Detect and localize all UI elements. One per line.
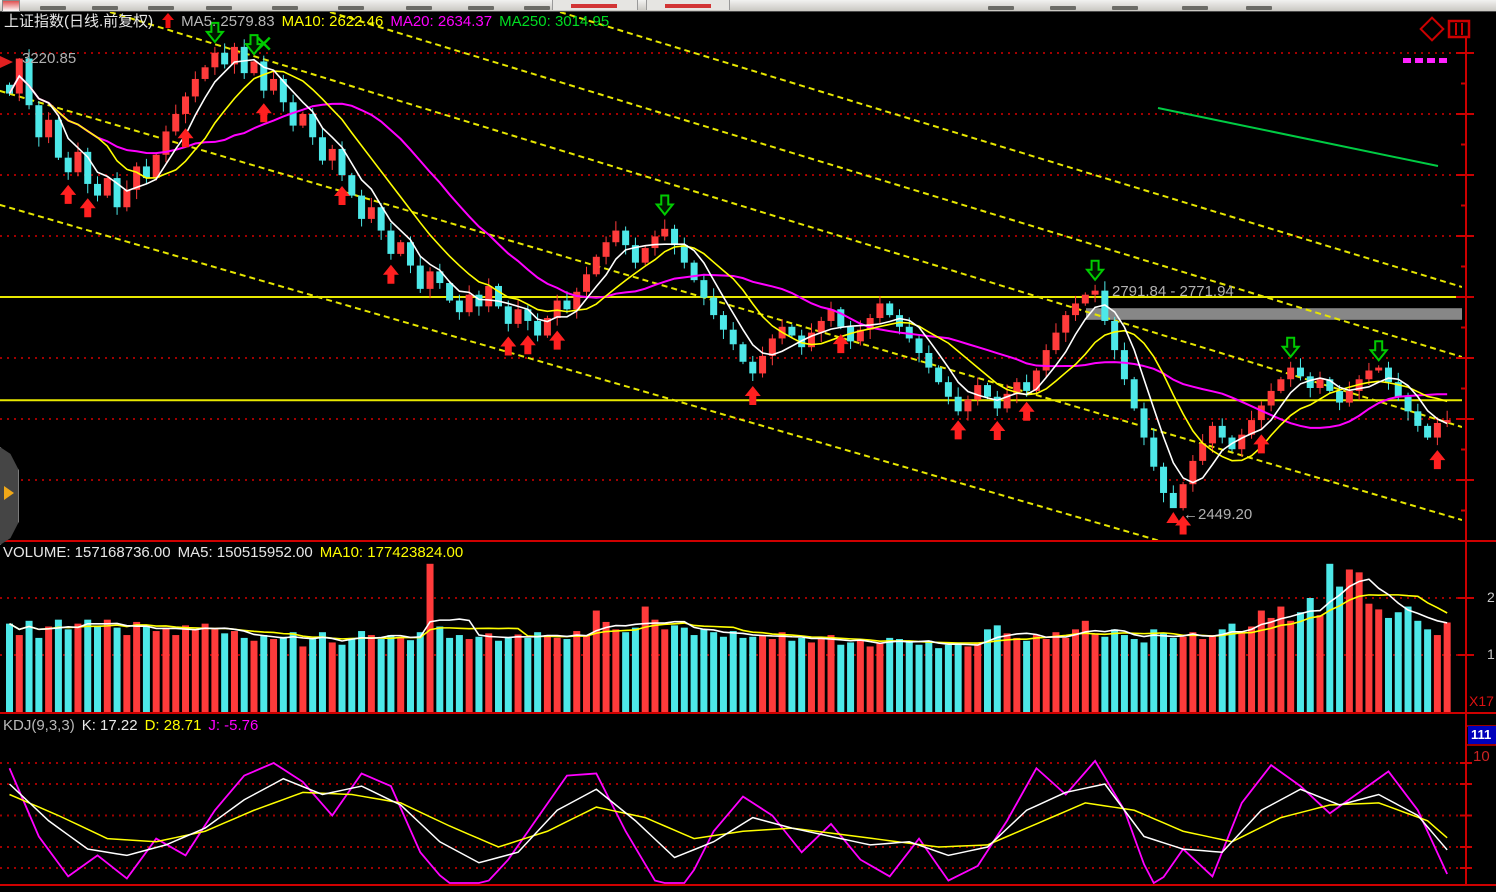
kdj-layer <box>8 759 1448 884</box>
buy-arrow-icon <box>519 335 536 355</box>
volume-axis-label-1: 1 <box>1487 646 1495 662</box>
kdj-name: KDJ(9,3,3) <box>3 717 75 734</box>
axis-layer <box>0 38 1496 886</box>
markers-layer <box>0 21 1446 535</box>
kdj-axis-label: 10 <box>1473 748 1490 765</box>
main-chart-header: 上证指数(日线.前复权) MA5: 2579.83 MA10: 2622.46 MA2… <box>4 13 616 32</box>
volume-ma10-value: MA10: 177423824.00 <box>319 544 464 561</box>
ma5-value: MA5: 2579.83 <box>181 13 275 30</box>
sell-arrow-icon <box>654 194 675 217</box>
sell-arrow-icon <box>204 21 225 44</box>
instrument-title: 上证指数(日线.前复权) <box>4 13 154 30</box>
ma10-value: MA10: 2622.46 <box>281 13 384 30</box>
sell-arrow-icon <box>243 34 265 56</box>
low-price-label: ←2449.20 <box>1183 506 1253 523</box>
menu-item-cutoff[interactable] <box>1050 6 1076 10</box>
menu-item-cutoff[interactable] <box>988 6 1014 10</box>
buy-arrow-icon <box>382 264 399 284</box>
buy-arrow-icon <box>1018 401 1035 421</box>
diamond-tool-icon <box>1419 16 1445 42</box>
menu-item-cutoff[interactable] <box>40 6 66 10</box>
buy-arrow-icon <box>744 386 761 406</box>
volume-header: VOLUME: 157168736.00 MA5: 150515952.00 MA1… <box>3 544 470 561</box>
sell-arrow-icon <box>1084 259 1106 282</box>
gap-zone-bar <box>1086 308 1462 320</box>
low-point-triangle-icon <box>1166 512 1181 523</box>
sell-arrow-icon <box>1368 340 1389 362</box>
high-price-label: 3220.85 <box>22 50 77 67</box>
buy-arrow-icon <box>177 128 194 148</box>
menu-bar <box>0 0 1496 12</box>
menu-item-cutoff[interactable] <box>206 6 232 10</box>
volume-value: VOLUME: 157168736.00 <box>3 544 171 561</box>
menu-item-cutoff[interactable] <box>1182 6 1208 10</box>
menu-item-cutoff[interactable] <box>1112 6 1138 10</box>
ma20-value: MA20: 2634.37 <box>390 13 493 30</box>
gridlines-layer <box>0 52 1466 869</box>
buy-arrow-icon <box>255 103 272 123</box>
buy-arrow-icon <box>334 186 351 206</box>
volume-scale-label: X17 <box>1469 693 1494 709</box>
expand-arrow-icon <box>4 486 14 500</box>
gap-range-label: 2791.84 - 2771.94 <box>1112 283 1234 300</box>
window-tool-icon <box>1447 19 1471 39</box>
buy-arrow-icon <box>950 420 967 440</box>
kdj-d-value: D: 28.71 <box>144 717 202 734</box>
menu-item-cutoff[interactable] <box>406 6 432 10</box>
corner-icons-layer <box>1403 16 1471 63</box>
menu-item-cutoff[interactable] <box>272 6 298 10</box>
buy-arrow-icon <box>79 198 96 218</box>
up-arrow-icon <box>162 13 175 32</box>
ma-lines-layer <box>8 58 1448 484</box>
menu-item-cutoff[interactable] <box>468 6 494 10</box>
trendlines-layer <box>0 12 1462 541</box>
menu-item-cutoff[interactable] <box>338 6 364 10</box>
buy-arrow-icon <box>1429 450 1446 470</box>
kdj-current-badge: 111 <box>1468 726 1496 744</box>
buy-arrow-icon <box>549 330 566 350</box>
menu-item-cutoff[interactable] <box>1246 6 1272 10</box>
volume-ma5-value: MA5: 150515952.00 <box>177 544 313 561</box>
kdj-j-value: J: -5.76 <box>208 717 259 734</box>
buy-arrow-icon <box>1253 434 1270 454</box>
high-point-flag-icon <box>0 56 13 68</box>
kdj-header: KDJ(9,3,3) K: 17.22 D: 28.71 J: -5.76 <box>3 717 265 734</box>
menu-item-cutoff[interactable] <box>524 6 550 10</box>
kdj-k-value: K: 17.22 <box>81 717 138 734</box>
volume-axis-label-2: 2 <box>1487 589 1495 605</box>
menu-button-2[interactable] <box>646 0 730 10</box>
menu-item-cutoff[interactable] <box>148 6 174 10</box>
app-logo-icon <box>2 0 20 12</box>
buy-arrow-icon <box>60 184 77 204</box>
buy-arrow-icon <box>1175 515 1192 535</box>
overlay-lines-layer <box>0 296 1462 402</box>
ma250-value: MA250: 3014.95 <box>499 13 610 30</box>
candles-layer <box>6 39 1451 511</box>
buy-arrow-icon <box>500 336 517 356</box>
menu-button-1[interactable] <box>552 0 638 10</box>
buy-arrow-icon <box>832 334 849 354</box>
menu-item-cutoff[interactable] <box>92 6 118 10</box>
volume-layer <box>6 563 1451 712</box>
buy-arrow-icon <box>989 420 1006 440</box>
sell-arrow-icon <box>1280 336 1301 359</box>
